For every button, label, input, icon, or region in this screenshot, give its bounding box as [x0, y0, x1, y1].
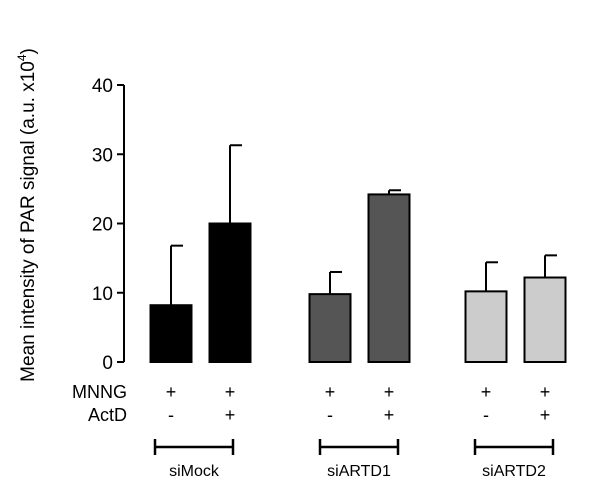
- condition-mark-mnng-5: +: [481, 382, 492, 402]
- y-axis-label-close: ): [18, 48, 39, 54]
- bar-4: [367, 193, 411, 363]
- y-tick-label-10: 10: [92, 284, 113, 305]
- svg-text:Mean intensity of PAR signal (: Mean intensity of PAR signal (a.u. x104): [15, 48, 39, 382]
- condition-mark-mnng-2: +: [225, 382, 236, 402]
- y-axis-label: Mean intensity of PAR signal (a.u. x104): [15, 48, 39, 382]
- bars: [149, 144, 567, 364]
- condition-mark-actd-4: +: [384, 405, 395, 425]
- bar-3: [308, 293, 352, 364]
- group-brackets: siMock siARTD1 siARTD2: [153, 439, 555, 480]
- condition-mark-mnng-1: +: [166, 382, 177, 402]
- y-tick-label-30: 30: [92, 145, 113, 166]
- bar-6: [523, 276, 567, 364]
- bar-5: [464, 290, 508, 363]
- condition-mark-mnng-6: +: [540, 382, 551, 402]
- bar-1: [149, 304, 193, 363]
- condition-rows: MNNG + + + + + + ActD - + - + - +: [72, 382, 550, 425]
- condition-mark-mnng-3: +: [325, 382, 336, 402]
- y-tick-label-40: 40: [92, 76, 113, 97]
- condition-mark-actd-6: +: [540, 405, 551, 425]
- y-tick-label-0: 0: [102, 353, 113, 374]
- y-axis-label-text: Mean intensity of PAR signal (a.u. x10: [18, 61, 39, 382]
- condition-mark-actd-1: -: [168, 405, 174, 425]
- y-axis-label-superscript: 4: [15, 54, 29, 61]
- condition-label-mnng: MNNG: [72, 382, 127, 402]
- y-tick-label-20: 20: [92, 215, 113, 236]
- y-axis: 0 10 20 30 40: [92, 76, 125, 374]
- group-label-1: siMock: [169, 463, 220, 480]
- condition-mark-actd-5: -: [483, 405, 489, 425]
- group-label-2: siARTD1: [327, 463, 391, 480]
- condition-mark-actd-2: +: [225, 405, 236, 425]
- condition-mark-actd-3: -: [327, 405, 333, 425]
- group-label-3: siARTD2: [482, 463, 546, 480]
- condition-label-actd: ActD: [88, 405, 127, 425]
- condition-mark-mnng-4: +: [384, 382, 395, 402]
- bar-2: [208, 222, 252, 363]
